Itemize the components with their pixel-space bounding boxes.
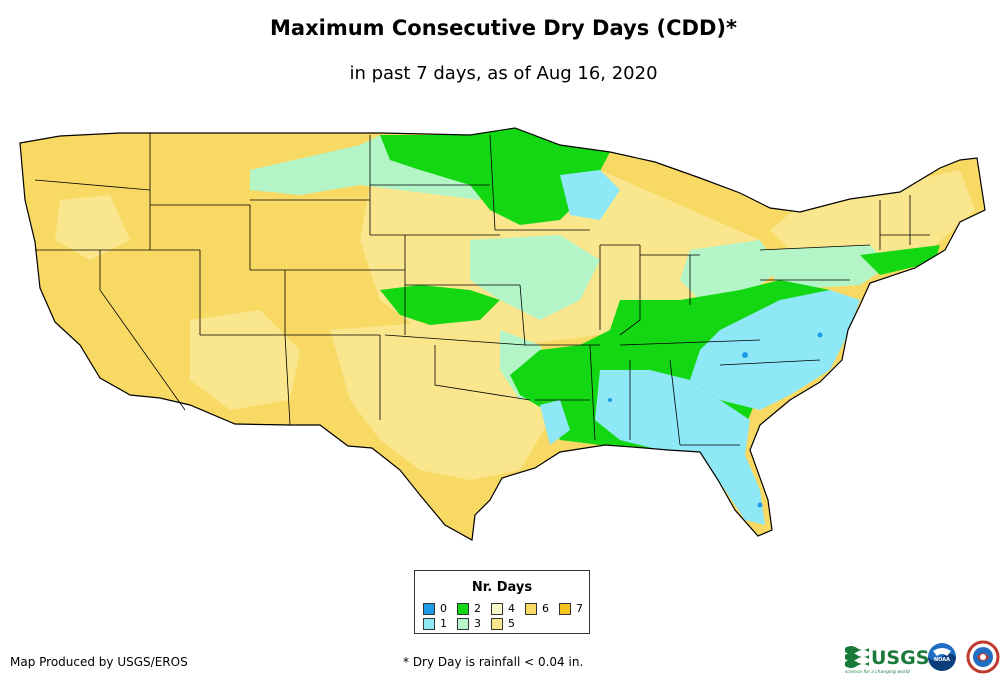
- legend: Nr. Days 0 1 2 3 4 5 6 7: [414, 570, 590, 634]
- noaa-logo: NOAA: [928, 643, 956, 671]
- svg-text:NOAA: NOAA: [934, 657, 950, 663]
- legend-item-3: 3: [457, 618, 481, 630]
- legend-item-4: 4: [491, 603, 515, 615]
- us-dry-days-map: [19, 127, 986, 541]
- state-borders: [34, 133, 930, 446]
- legend-item-1: 1: [423, 618, 447, 630]
- legend-swatch: [423, 603, 435, 615]
- map-title: Maximum Consecutive Dry Days (CDD)*: [270, 16, 737, 40]
- agency-logos: USGS science for a changing world NOAA: [845, 640, 1000, 675]
- region-0-days: [608, 332, 823, 508]
- legend-item-6: 6: [525, 603, 549, 615]
- legend-swatch: [525, 603, 537, 615]
- legend-swatch: [457, 603, 469, 615]
- region-1-day: [540, 170, 860, 525]
- legend-item-7: 7: [559, 603, 583, 615]
- legend-swatch: [491, 618, 503, 630]
- svg-text:USGS: USGS: [871, 647, 929, 669]
- credit-text: Map Produced by USGS/EROS: [10, 655, 188, 669]
- legend-item-2: 2: [457, 603, 481, 615]
- legend-swatch: [559, 603, 571, 615]
- national-weather-service-logo: [966, 640, 1000, 674]
- legend-item-5: 5: [491, 618, 515, 630]
- legend-title: Nr. Days: [471, 580, 533, 595]
- svg-text:science for a changing world: science for a changing world: [845, 669, 910, 675]
- legend-swatch: [457, 618, 469, 630]
- usgs-logo: USGS science for a changing world: [845, 646, 929, 675]
- legend-item-0: 0: [423, 603, 447, 615]
- map-subtitle: in past 7 days, as of Aug 16, 2020: [349, 63, 658, 84]
- legend-swatch: [423, 618, 435, 630]
- dry-day-footnote: * Dry Day is rainfall < 0.04 in.: [403, 655, 584, 669]
- legend-swatch: [491, 603, 503, 615]
